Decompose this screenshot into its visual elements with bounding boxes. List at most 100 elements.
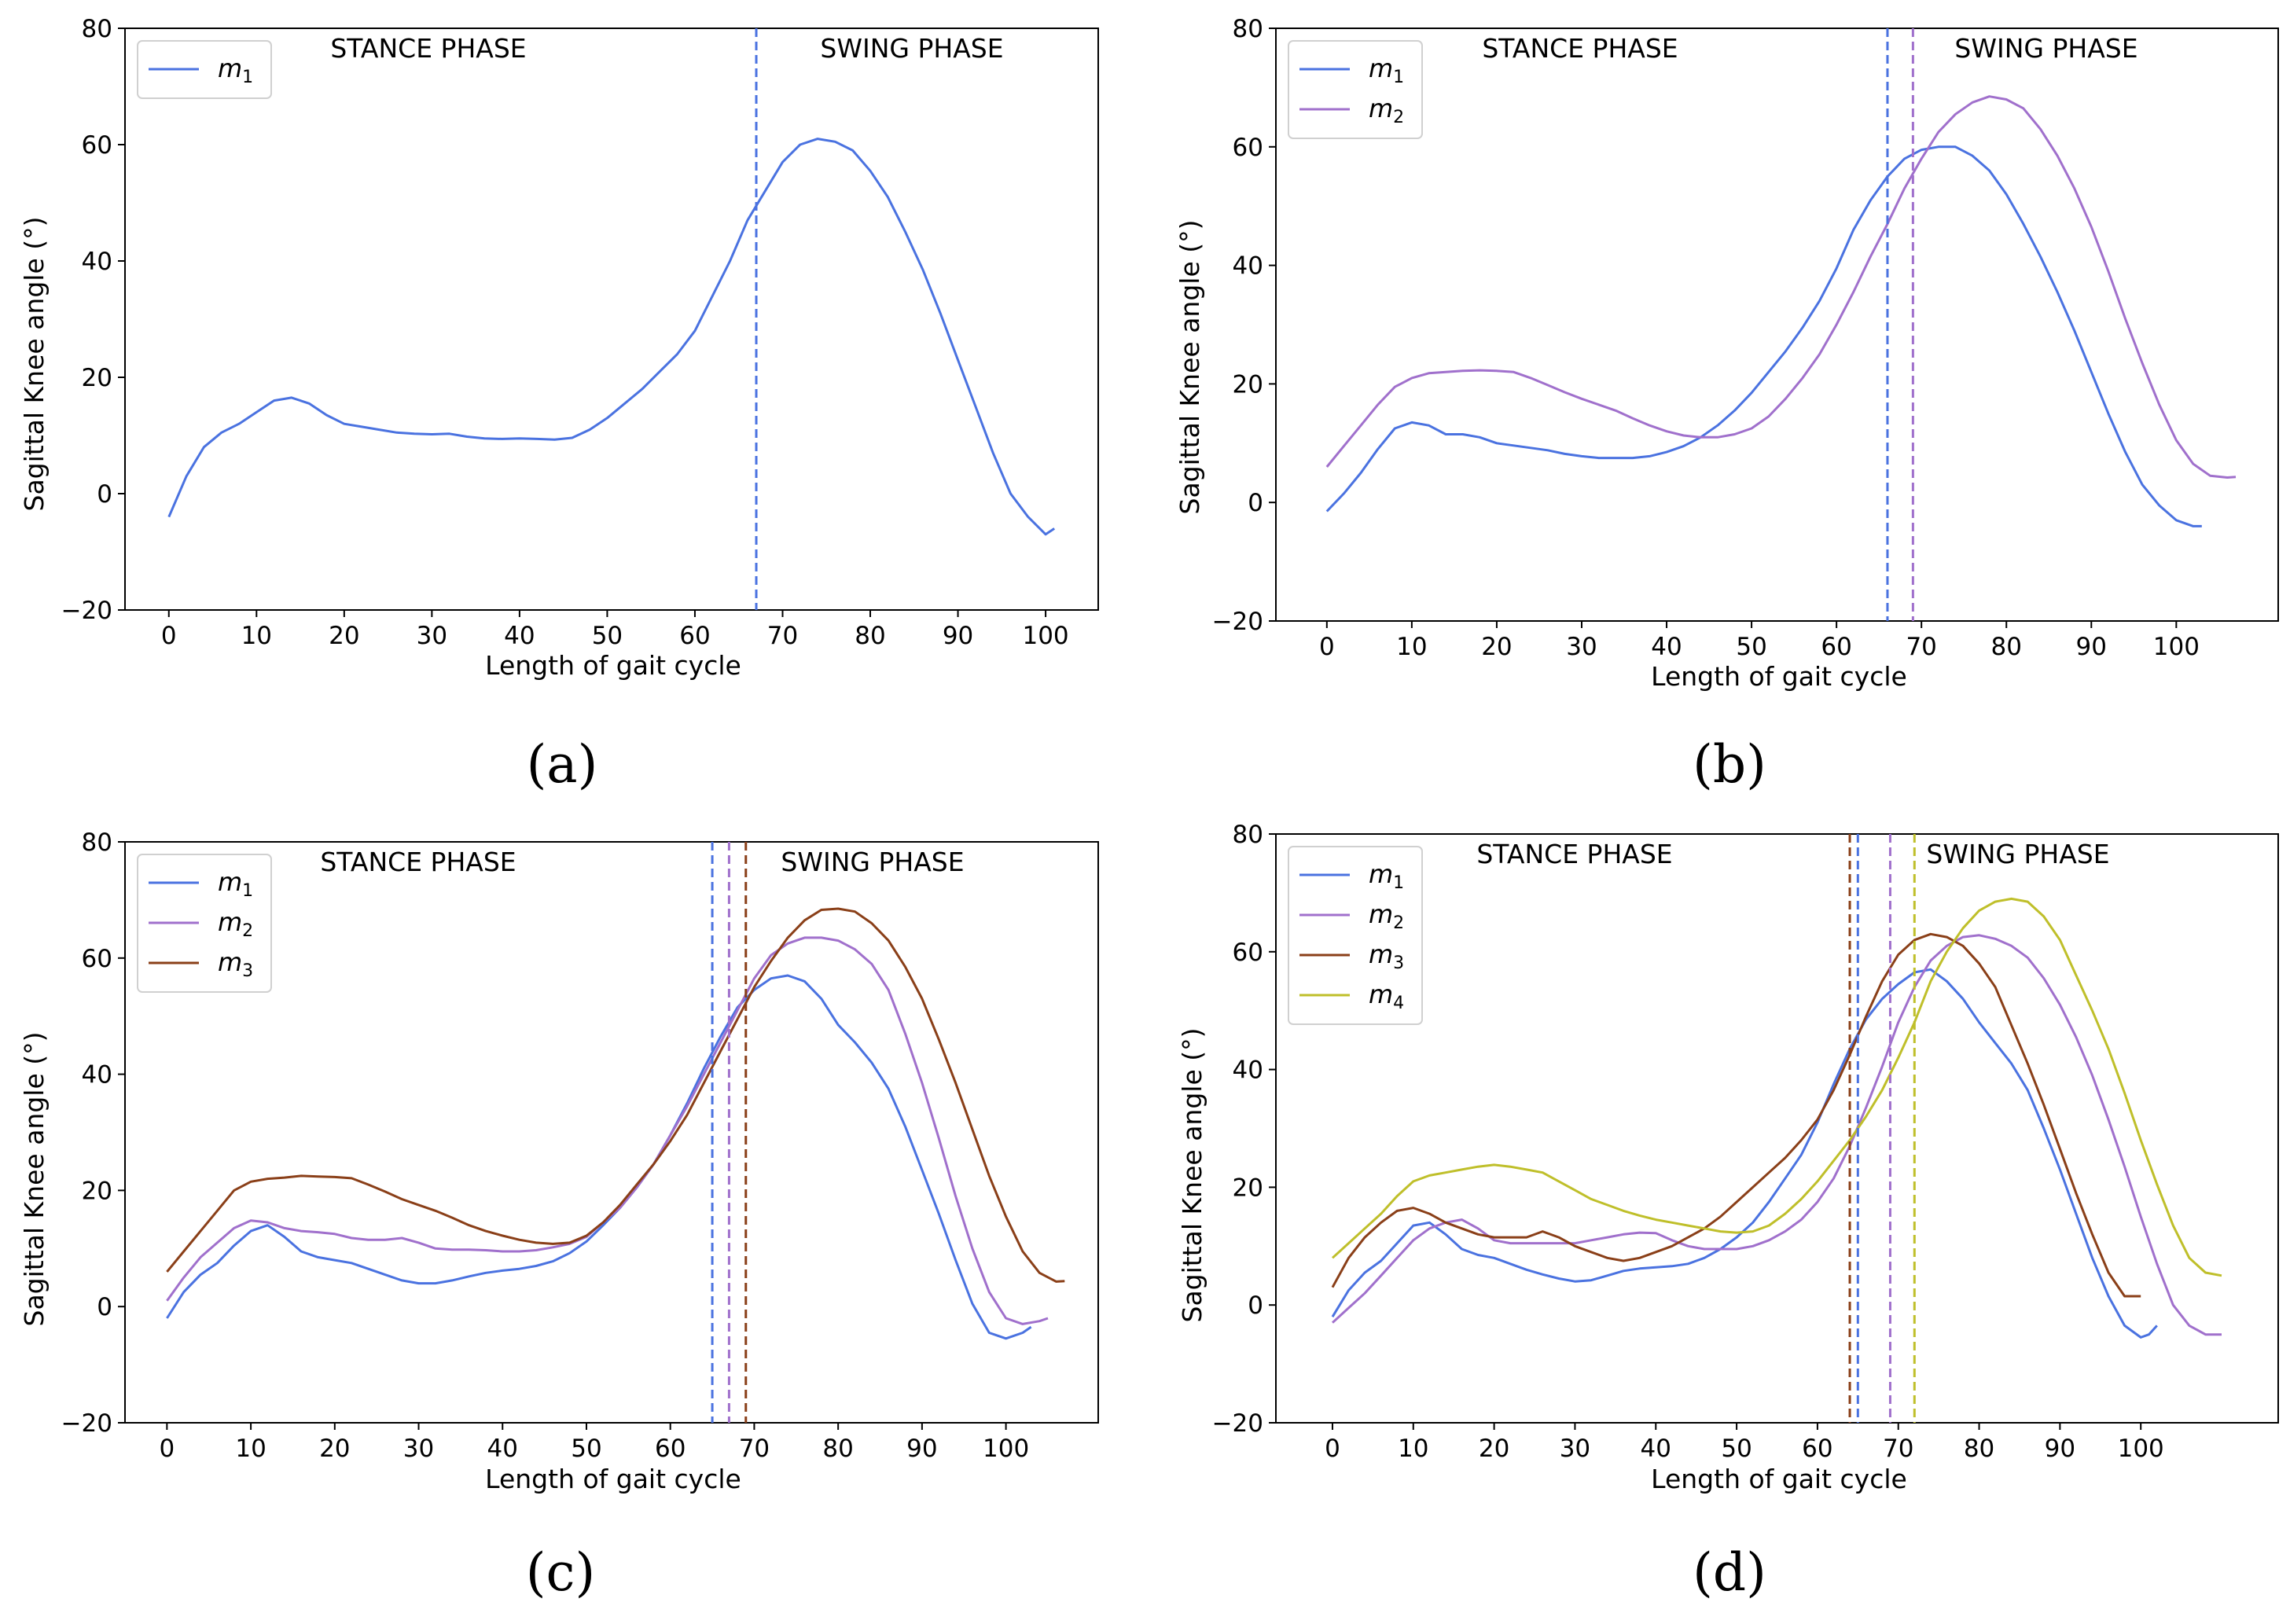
- x-tick-label: 50: [571, 1435, 601, 1463]
- x-tick-label: 80: [855, 622, 885, 650]
- x-tick-label: 100: [983, 1435, 1029, 1463]
- chart-panel-b: STANCE PHASE SWING PHASE Length of gait …: [1174, 15, 2279, 795]
- y-tick-label: 40: [82, 248, 112, 276]
- x-axis-label: Length of gait cycle: [485, 650, 741, 681]
- y-tick-label: 20: [82, 1177, 112, 1205]
- stance-phase-label: STANCE PHASE: [1482, 33, 1678, 64]
- y-tick-label: −20: [1212, 608, 1263, 636]
- x-tick-label: 20: [1479, 1435, 1509, 1463]
- x-tick-label: 90: [2045, 1435, 2075, 1463]
- series-line-m1: [166, 974, 1032, 1340]
- y-tick-label: 80: [82, 829, 112, 857]
- swing-phase-label: SWING PHASE: [820, 33, 1003, 64]
- x-tick-label: 60: [679, 622, 710, 650]
- series-line-m3: [1331, 932, 2141, 1298]
- plot-frame: [124, 841, 1099, 1424]
- series-line-m4: [1331, 897, 2222, 1277]
- x-tick-label: 90: [906, 1435, 937, 1463]
- legend-box: [1288, 846, 1423, 1025]
- x-tick-label: 30: [1560, 1435, 1590, 1463]
- x-tick-label: 50: [592, 622, 623, 650]
- y-tick-label: 0: [1248, 489, 1263, 517]
- legend-label-m2: m2: [218, 907, 253, 941]
- x-tick-label: 70: [739, 1435, 770, 1463]
- y-axis-label: Sagittal Knee angle (°): [1174, 220, 1205, 515]
- x-tick-label: 90: [943, 622, 973, 650]
- y-tick-label: 0: [1248, 1291, 1263, 1320]
- series-line-m3: [166, 907, 1065, 1283]
- x-tick-label: 60: [1802, 1435, 1832, 1463]
- x-tick-label: 10: [1398, 1435, 1428, 1463]
- y-tick-label: 0: [97, 1293, 112, 1321]
- y-tick-label: 20: [82, 364, 112, 392]
- x-tick-label: 30: [417, 622, 447, 650]
- x-tick-label: 100: [2153, 633, 2200, 661]
- x-axis-label: Length of gait cycle: [1651, 1464, 1907, 1494]
- y-axis-label: Sagittal Knee angle (°): [1177, 1028, 1207, 1323]
- x-axis-label: Length of gait cycle: [1651, 661, 1907, 692]
- y-tick-label: −20: [61, 597, 112, 625]
- y-tick-label: 20: [1233, 1174, 1263, 1202]
- x-tick-label: 40: [1641, 1435, 1671, 1463]
- legend-label-m2: m2: [1369, 94, 1404, 127]
- legend-box: [137, 40, 272, 99]
- stance-phase-label: STANCE PHASE: [330, 33, 526, 64]
- series-line-m2: [1325, 95, 2237, 479]
- x-tick-label: 10: [1396, 633, 1427, 661]
- y-tick-label: 60: [1233, 939, 1263, 967]
- series-line-m2: [166, 936, 1049, 1325]
- series-line-m1: [1325, 145, 2202, 527]
- x-tick-label: 20: [319, 1435, 350, 1463]
- y-tick-label: 0: [97, 480, 112, 509]
- chart-panel-d: STANCE PHASE SWING PHASE Length of gait …: [1177, 821, 2279, 1603]
- y-tick-label: 80: [1233, 821, 1263, 849]
- legend-label-m3: m3: [1369, 939, 1404, 973]
- x-tick-label: 0: [1319, 633, 1335, 661]
- x-tick-label: 90: [2076, 633, 2107, 661]
- stance-phase-label: STANCE PHASE: [1476, 839, 1672, 869]
- x-axis-label: Length of gait cycle: [485, 1464, 741, 1494]
- x-tick-label: 40: [487, 1435, 518, 1463]
- panel-caption: (d): [1693, 1542, 1766, 1603]
- plot-frame: [1275, 28, 2279, 622]
- swing-phase-label: SWING PHASE: [1954, 33, 2137, 64]
- stance-phase-label: STANCE PHASE: [320, 847, 516, 877]
- plot-frame: [1275, 833, 2279, 1424]
- y-tick-label: 60: [82, 945, 112, 973]
- x-tick-label: 30: [403, 1435, 434, 1463]
- series-line-m1: [167, 138, 1056, 536]
- plot-frame: [124, 28, 1099, 611]
- y-tick-label: 80: [82, 15, 112, 43]
- x-tick-label: 100: [2118, 1435, 2164, 1463]
- y-axis-label: Sagittal Knee angle (°): [19, 217, 50, 512]
- chart-panel-a: STANCE PHASE SWING PHASE Length of gait …: [19, 15, 1099, 795]
- x-tick-label: 40: [504, 622, 535, 650]
- y-tick-label: 40: [1233, 1056, 1263, 1085]
- x-tick-label: 80: [1991, 633, 2022, 661]
- series-line-m2: [1331, 934, 2222, 1336]
- chart-panel-c: STANCE PHASE SWING PHASE Length of gait …: [19, 829, 1099, 1603]
- y-axis-label: Sagittal Knee angle (°): [19, 1032, 50, 1327]
- panel-caption: (b): [1693, 734, 1766, 795]
- x-tick-label: 20: [1481, 633, 1512, 661]
- x-tick-label: 10: [235, 1435, 266, 1463]
- x-tick-label: 30: [1566, 633, 1597, 661]
- panel-caption: (c): [526, 1542, 595, 1603]
- series-line-m1: [1331, 968, 2158, 1339]
- x-tick-label: 80: [822, 1435, 853, 1463]
- x-tick-label: 20: [329, 622, 359, 650]
- legend-box: [137, 854, 272, 993]
- x-tick-label: 70: [1906, 633, 1936, 661]
- y-tick-label: 40: [82, 1061, 112, 1089]
- legend-box: [1288, 40, 1423, 139]
- x-tick-label: 40: [1651, 633, 1682, 661]
- x-tick-label: 80: [1964, 1435, 1994, 1463]
- x-tick-label: 70: [767, 622, 798, 650]
- x-tick-label: 70: [1883, 1435, 1913, 1463]
- swing-phase-label: SWING PHASE: [1926, 839, 2109, 869]
- x-tick-label: 10: [241, 622, 272, 650]
- x-tick-label: 60: [1821, 633, 1851, 661]
- y-tick-label: 40: [1233, 252, 1263, 281]
- swing-phase-label: SWING PHASE: [781, 847, 964, 877]
